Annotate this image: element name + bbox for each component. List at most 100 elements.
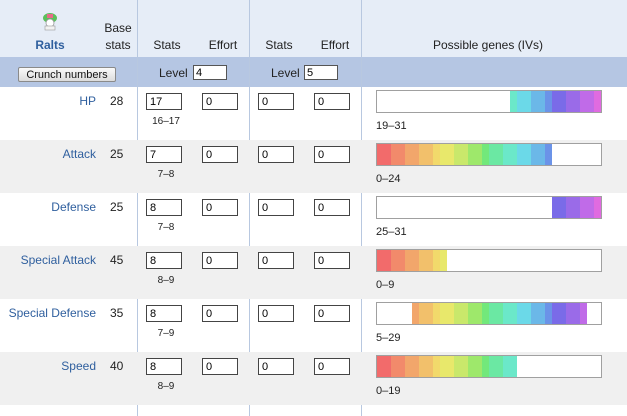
pokemon-name[interactable]: Ralts [35,38,65,52]
iv-bar-segment [489,144,496,165]
iv-bar-segment [419,303,426,324]
iv-bar-segment [426,356,433,377]
iv-bar-segment [482,144,489,165]
effort1-input[interactable] [202,199,238,216]
iv-bar [376,249,602,272]
effort2-input[interactable] [314,93,350,110]
stat2-input[interactable] [258,305,294,322]
genes-header: Possible genes (IVs) [432,38,544,52]
iv-bar-segment [433,303,440,324]
iv-bar-segment [580,91,587,112]
stat1-input[interactable] [146,199,182,216]
iv-bar-segment [412,250,419,271]
iv-range-text: 0–9 [376,279,395,291]
iv-bar-segment [405,356,412,377]
effort2-input[interactable] [314,146,350,163]
effort1-input[interactable] [202,146,238,163]
iv-bar-segment [412,356,419,377]
iv-bar-segment [566,303,573,324]
iv-bar-segment [580,197,587,218]
iv-bar-segment [531,303,538,324]
iv-bar-segment [433,250,440,271]
iv-bar-segment [503,303,510,324]
stat-name: Special Defense [8,306,96,320]
iv-bar-segment [391,144,398,165]
iv-range-text: 5–29 [376,332,401,344]
iv-bar-segment [461,356,468,377]
iv-bar-segment [468,303,475,324]
stat-range: 7–9 [157,328,175,339]
iv-bar-segment [538,91,545,112]
stat-range: 7–8 [157,222,175,233]
iv-bar-segment [503,144,510,165]
iv-bar-segment [552,303,559,324]
effort2-input[interactable] [314,252,350,269]
stat-row-speed: Speed 40 8–9 0–19 [0,352,627,405]
effort1-input[interactable] [202,252,238,269]
stats2-header: Stats [265,38,293,52]
iv-bar-segment [496,303,503,324]
ralts-sprite-icon [43,13,57,31]
stat2-input[interactable] [258,252,294,269]
stat2-input[interactable] [258,146,294,163]
stat2-input[interactable] [258,358,294,375]
iv-bar-segment [510,144,517,165]
iv-bar-segment [454,144,461,165]
stat1-input[interactable] [146,93,182,110]
iv-bar-segment [384,144,391,165]
iv-bar-segment [531,91,538,112]
stat-name: Defense [51,200,96,214]
iv-bar-segment [496,356,503,377]
iv-bar-segment [461,303,468,324]
iv-bar-segment [482,303,489,324]
iv-bar-segment [447,144,454,165]
iv-bar-segment [419,144,426,165]
header-area [0,0,627,57]
iv-bar-segment [398,144,405,165]
iv-bar-segment [552,197,559,218]
iv-bar [376,355,602,378]
effort1-input[interactable] [202,93,238,110]
effort2-input[interactable] [314,199,350,216]
base-stat-value: 40 [110,359,124,373]
effort2-input[interactable] [314,358,350,375]
stat1-input[interactable] [146,358,182,375]
stat-name: Speed [61,359,96,373]
iv-bar-segment [384,356,391,377]
effort1-input[interactable] [202,358,238,375]
stat1-input[interactable] [146,252,182,269]
iv-bar-segment [419,250,426,271]
stat2-input[interactable] [258,199,294,216]
iv-bar-segment [489,303,496,324]
iv-bar-segment [538,144,545,165]
base-label-line1: Base [104,21,132,35]
iv-range-text: 19–31 [376,120,407,132]
base-stat-value: 25 [110,147,124,161]
iv-bar-segment [517,144,524,165]
iv-bar [376,143,602,166]
stat-row-defense: Defense 25 7–8 25–31 [0,193,627,246]
iv-bar-segment [384,250,391,271]
effort2-input[interactable] [314,305,350,322]
iv-bar-segment [587,197,594,218]
level2-label: Level [271,66,300,80]
iv-bar-segment [496,144,503,165]
iv-range-text: 0–19 [376,385,401,397]
stat2-input[interactable] [258,93,294,110]
level1-input[interactable] [193,65,227,80]
iv-bar-segment [545,91,552,112]
base-stat-value: 28 [110,94,124,108]
iv-bar-segment [573,197,580,218]
iv-bar-segment [587,91,594,112]
crunch-numbers-button[interactable]: Crunch numbers [18,67,116,82]
stat1-input[interactable] [146,146,182,163]
iv-bar-segment [440,303,447,324]
stat-range: 8–9 [157,381,175,392]
column-divider [249,0,250,416]
level1-label: Level [159,66,188,80]
iv-bar-segment [510,356,517,377]
iv-bar-segment [468,144,475,165]
stat1-input[interactable] [146,305,182,322]
effort1-input[interactable] [202,305,238,322]
level2-input[interactable] [304,65,338,80]
